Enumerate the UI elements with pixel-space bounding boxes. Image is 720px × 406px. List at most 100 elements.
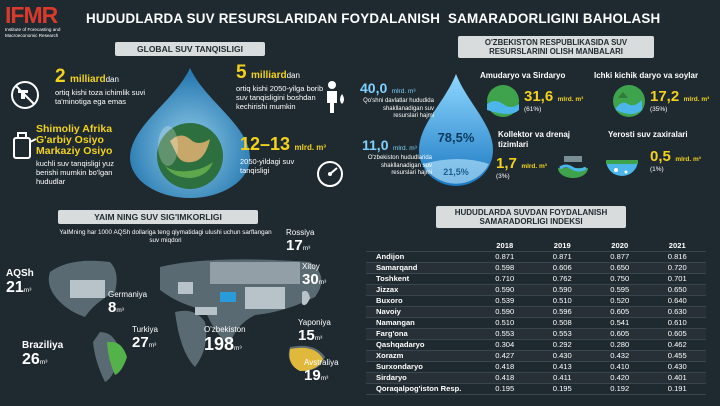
index-value: 0.292 bbox=[533, 339, 591, 351]
river-icon bbox=[487, 85, 519, 117]
stat4-value: 12–13 bbox=[240, 134, 291, 154]
source-value: 1,7 bbox=[496, 155, 517, 172]
region-name: Navoiy bbox=[366, 306, 476, 318]
source-pct: (1%) bbox=[650, 166, 664, 173]
no-water-icon bbox=[11, 81, 39, 109]
world-map bbox=[48, 259, 325, 382]
stat1-unit: milliard bbox=[70, 74, 106, 85]
year-header: 2018 bbox=[476, 240, 534, 252]
index-value: 0.590 bbox=[476, 306, 534, 318]
index-value: 0.816 bbox=[648, 251, 706, 263]
index-value: 0.413 bbox=[533, 361, 591, 373]
index-value: 0.762 bbox=[533, 273, 591, 285]
index-value: 0.595 bbox=[591, 284, 649, 296]
country-name: Braziliya bbox=[22, 340, 64, 351]
country-name: Avstraliya bbox=[304, 358, 339, 367]
index-value: 0.191 bbox=[648, 383, 706, 395]
table-row: Jizzax 0.590 0.590 0.595 0.650 bbox=[366, 284, 706, 296]
index-value: 0.539 bbox=[476, 295, 534, 307]
index-value: 0.606 bbox=[533, 262, 591, 274]
country-value: 198 bbox=[204, 334, 235, 354]
year-header: 2021 bbox=[648, 240, 706, 252]
index-value: 0.304 bbox=[476, 339, 534, 351]
sources-title-text: O'ZBEKISTON RESPUBLIKASIDA SUV RESURSLAR… bbox=[484, 38, 628, 56]
source-title: Ichki kichik daryo va soylar bbox=[594, 71, 699, 80]
index-table: 2018 2019 2020 2021 Andijon 0.871 0.871 0.8… bbox=[366, 240, 706, 395]
country-name: O'zbekiston bbox=[204, 325, 246, 334]
region-name: Sirdaryo bbox=[366, 372, 476, 384]
logo: IFMR Institute of Forecasting and Macroe… bbox=[5, 4, 83, 38]
index-value: 0.701 bbox=[648, 273, 706, 285]
country-uzbekistan: O'zbekiston 198m³ bbox=[204, 325, 246, 355]
drainage-icon bbox=[558, 156, 588, 178]
index-value: 0.541 bbox=[591, 317, 649, 329]
year-header: 2019 bbox=[533, 240, 591, 252]
country-name: Rossiya bbox=[286, 228, 315, 237]
country-name: AQSh bbox=[6, 268, 34, 279]
stat2-suffix: dan bbox=[286, 71, 300, 80]
region-name: Toshkent bbox=[366, 273, 476, 285]
country-turkey: Turkiya 27m³ bbox=[132, 325, 158, 352]
drop-small-pct: 21,5% bbox=[443, 167, 469, 177]
index-value: 0.871 bbox=[476, 251, 534, 263]
index-value: 0.418 bbox=[476, 361, 534, 373]
source-pct: (61%) bbox=[524, 106, 542, 113]
country-unit: m³ bbox=[320, 375, 329, 382]
index-value: 0.630 bbox=[648, 306, 706, 318]
person-water-icon bbox=[327, 81, 344, 113]
region-name: Surxondaryo bbox=[366, 361, 476, 373]
index-value: 0.430 bbox=[533, 350, 591, 362]
source-rivers-value: 31,6 mlrd. m³ (61%) bbox=[524, 88, 583, 113]
index-value: 0.640 bbox=[648, 295, 706, 307]
table-row: Sirdaryo 0.418 0.411 0.420 0.401 bbox=[366, 372, 706, 384]
index-value: 0.427 bbox=[476, 350, 534, 362]
index-value: 0.650 bbox=[591, 262, 649, 274]
index-value: 0.410 bbox=[591, 361, 649, 373]
country-china: Xitoy 30m³ bbox=[302, 262, 326, 289]
source-value: 0,5 bbox=[650, 148, 671, 165]
outside-unit: mlrd. m³ bbox=[391, 88, 416, 95]
index-value: 0.420 bbox=[591, 372, 649, 384]
table-row: Farg'ona 0.553 0.553 0.605 0.605 bbox=[366, 328, 706, 340]
outside-resources: 40,0 mlrd. m³ Qo'shni davlatlar hududida… bbox=[360, 80, 440, 121]
index-value: 0.553 bbox=[476, 328, 534, 340]
sources-section-title: O'ZBEKISTON RESPUBLIKASIDA SUV RESURSLAR… bbox=[458, 36, 654, 58]
table-row: Navoiy 0.590 0.596 0.605 0.630 bbox=[366, 306, 706, 318]
global-section-title: GLOBAL SUV TANQISLIGI bbox=[115, 42, 265, 56]
stat-5-billion: 5 milliarddan ortiq kishi 2050-yilga bor… bbox=[236, 62, 336, 111]
stat-regions: Shimoliy Afrika G'arbiy Osiyo Markaziy O… bbox=[36, 124, 136, 187]
source-unit: mlrd. m³ bbox=[675, 156, 701, 163]
country-value: 19 bbox=[304, 367, 321, 384]
region-name: Jizzax bbox=[366, 284, 476, 296]
source-title: Kollektor va drenaj tizimlari bbox=[498, 130, 571, 149]
index-section-title: HUDUDLARDA SUVDAN FOYDALANISH SAMARADORL… bbox=[436, 206, 626, 228]
index-value: 0.280 bbox=[591, 339, 649, 351]
index-value: 0.401 bbox=[648, 372, 706, 384]
table-row: Xorazm 0.427 0.430 0.432 0.455 bbox=[366, 350, 706, 362]
country-name: Xitoy bbox=[302, 262, 320, 271]
index-value: 0.195 bbox=[476, 383, 534, 395]
source-pct: (35%) bbox=[650, 106, 668, 113]
inside-text: O'zbekiston hududlarida shakllanadigan s… bbox=[367, 155, 432, 176]
source-unit: mlrd. m³ bbox=[683, 96, 710, 103]
index-value: 0.418 bbox=[476, 372, 534, 384]
index-value: 0.520 bbox=[591, 295, 649, 307]
index-title-text: HUDUDLARDA SUVDAN FOYDALANISH SAMARADORL… bbox=[454, 208, 608, 226]
region-name: Farg'ona bbox=[366, 328, 476, 340]
stat2-value: 5 bbox=[236, 62, 247, 83]
page-title: HUDUDLARDA SUV RESURSLARIDAN FOYDALANISH… bbox=[86, 11, 661, 26]
index-value: 0.596 bbox=[533, 306, 591, 318]
country-value: 26 bbox=[22, 351, 40, 368]
logo-text: IFMR bbox=[5, 2, 58, 28]
country-value: 8 bbox=[108, 299, 117, 316]
table-row: Qoraqalpog'iston Resp. 0.195 0.195 0.192 0.1… bbox=[366, 383, 706, 395]
country-brazil: Braziliya 26m³ bbox=[22, 340, 63, 369]
stat4-unit: mlrd. m³ bbox=[294, 143, 327, 152]
stat3-line3: Markaziy Osiyo bbox=[36, 145, 113, 157]
country-value: 30 bbox=[302, 271, 319, 288]
region-name: Namangan bbox=[366, 317, 476, 329]
country-name: Germaniya bbox=[108, 290, 148, 299]
index-value: 0.508 bbox=[533, 317, 591, 329]
logo-subtitle: Institute of Forecasting and Macroeconom… bbox=[5, 27, 61, 38]
source-value: 31,6 bbox=[524, 88, 554, 105]
